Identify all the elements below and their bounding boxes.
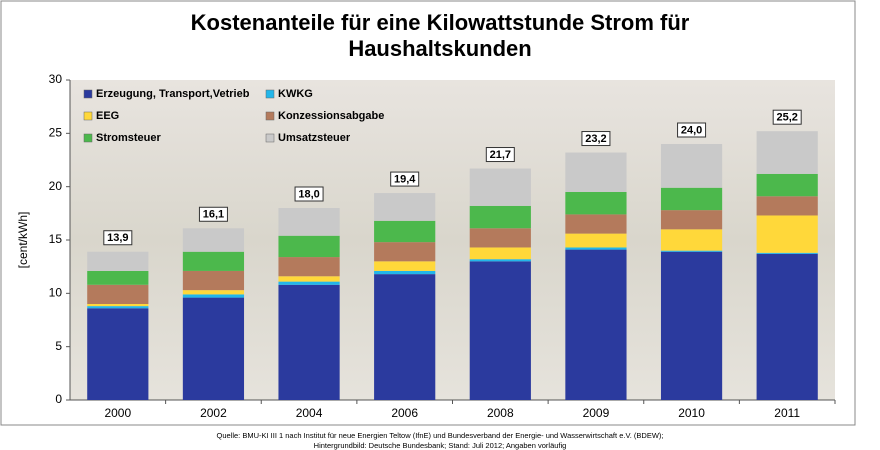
legend-swatch — [83, 133, 93, 143]
total-box — [198, 206, 228, 222]
bar-segment — [756, 131, 818, 174]
bar-segment — [469, 168, 531, 206]
chart-title: Haushaltskunden — [348, 36, 531, 61]
bar-segment — [182, 251, 245, 271]
total-box — [677, 122, 707, 138]
bar-segment — [182, 297, 245, 400]
bar-segment — [469, 261, 531, 400]
total-label: 21,7 — [490, 149, 511, 161]
bar-segment — [374, 242, 436, 262]
y-tick-label: 10 — [49, 286, 63, 300]
total-box — [581, 131, 611, 147]
bar-segment — [87, 306, 149, 309]
legend-swatch — [265, 133, 275, 143]
bar-segment — [756, 253, 818, 400]
total-label: 13,9 — [107, 232, 128, 244]
bar-segment — [278, 276, 340, 282]
y-tick-label: 20 — [49, 179, 63, 193]
legend-swatch — [265, 111, 275, 121]
bar-segment — [87, 304, 149, 307]
legend-label: Umsatzsteuer — [278, 132, 351, 144]
bar-segment — [374, 220, 436, 243]
legend-swatch — [83, 111, 93, 121]
x-tick-label: 2009 — [583, 406, 610, 420]
x-tick-label: 2000 — [104, 406, 131, 420]
bar-segment — [278, 284, 340, 400]
bar-segment — [756, 215, 818, 253]
legend-label: EEG — [96, 110, 119, 122]
bar-segment — [278, 208, 340, 236]
legend-label: KWKG — [278, 88, 313, 100]
bar-segment — [565, 214, 627, 234]
legend-label: Erzeugung, Transport,Vetrieb — [96, 88, 250, 100]
bar-segment — [756, 196, 818, 216]
y-tick-label: 0 — [55, 392, 62, 406]
bar-segment — [756, 252, 818, 254]
bar-segment — [660, 210, 723, 230]
bar-segment — [87, 308, 149, 400]
bar-segment — [565, 233, 627, 248]
total-label: 18,0 — [298, 188, 319, 200]
bar-segment — [374, 261, 436, 271]
x-tick-label: 2011 — [774, 406, 800, 420]
bar-segment — [469, 228, 531, 248]
bar-segment — [182, 294, 245, 298]
bar-segment — [182, 228, 245, 252]
y-tick-label: 5 — [55, 339, 62, 353]
bar-segment — [565, 247, 627, 250]
bar-segment — [660, 229, 723, 251]
total-label: 23,2 — [585, 133, 606, 145]
bar-segment — [660, 144, 723, 188]
bar-segment — [182, 270, 245, 291]
x-tick-label: 2010 — [678, 406, 705, 420]
total-box — [103, 230, 133, 246]
x-tick-label: 2006 — [391, 406, 418, 420]
bar-segment — [756, 173, 818, 197]
bar-segment — [469, 205, 531, 229]
total-label: 24,0 — [681, 124, 702, 136]
bar-segment — [374, 274, 436, 400]
bar-segment — [278, 281, 340, 285]
total-box — [772, 109, 802, 125]
x-tick-label: 2008 — [487, 406, 514, 420]
total-box — [390, 171, 420, 187]
y-tick-label: 25 — [49, 126, 63, 140]
total-box — [294, 186, 324, 202]
x-tick-label: 2002 — [200, 406, 227, 420]
y-axis-label: [cent/kWh] — [16, 212, 30, 269]
x-tick-label: 2004 — [296, 406, 323, 420]
bar-segment — [87, 251, 149, 271]
total-label: 19,4 — [394, 173, 416, 185]
bar-segment — [565, 249, 627, 400]
bar-segment — [278, 257, 340, 277]
legend-swatch — [83, 89, 93, 99]
bar-segment — [374, 270, 436, 275]
y-tick-label: 15 — [49, 232, 63, 246]
bar-segment — [469, 247, 531, 260]
source: Quelle: BMU-KI III 1 nach Institut für n… — [216, 431, 663, 440]
bar-segment — [565, 192, 627, 215]
bar-segment — [469, 259, 531, 262]
bar-segment — [87, 270, 149, 285]
y-tick-label: 30 — [49, 72, 63, 86]
bar-segment — [87, 284, 149, 304]
total-label: 16,1 — [203, 209, 224, 221]
total-label: 25,2 — [776, 112, 797, 124]
legend-label: Konzessionsabgabe — [278, 110, 384, 122]
bar-segment — [374, 193, 436, 221]
bar-segment — [660, 251, 723, 400]
bar-segment — [660, 187, 723, 211]
bar-segment — [660, 250, 723, 252]
legend-label: Stromsteuer — [96, 132, 162, 144]
bar-segment — [182, 290, 245, 295]
chart-title: Kostenanteile für eine Kilowattstunde St… — [191, 10, 690, 35]
bar-segment — [565, 152, 627, 192]
total-box — [485, 147, 515, 163]
bar-segment — [278, 235, 340, 258]
source: Hintergrundbild: Deutsche Bundesbank; St… — [314, 441, 567, 450]
legend-swatch — [265, 89, 275, 99]
